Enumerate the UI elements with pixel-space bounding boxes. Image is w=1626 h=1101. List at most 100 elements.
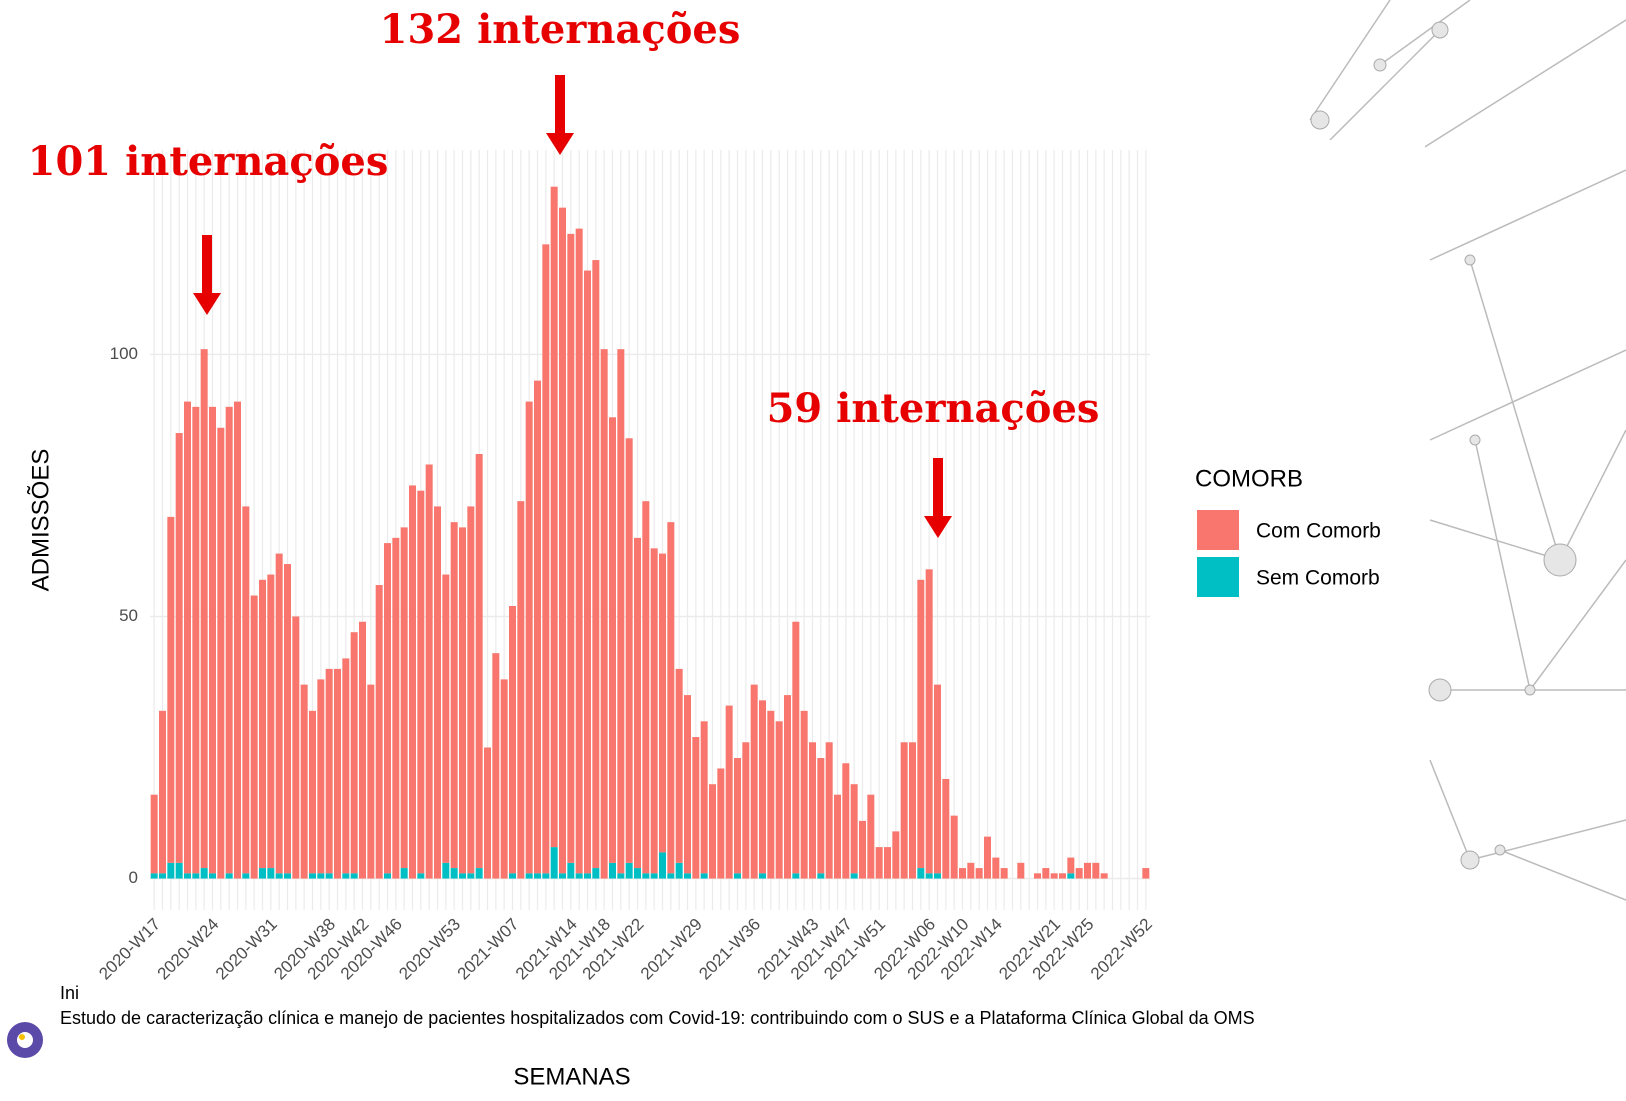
bar — [176, 863, 183, 879]
bar — [467, 506, 474, 873]
bar — [717, 768, 724, 878]
bar — [701, 721, 708, 873]
bar — [259, 868, 266, 878]
bar — [876, 847, 883, 878]
bar — [192, 407, 199, 873]
bar — [576, 873, 583, 878]
bar — [384, 873, 391, 878]
bar — [609, 863, 616, 879]
x-tick-label: 2021-W36 — [695, 915, 764, 984]
bar — [767, 711, 774, 879]
bar — [317, 873, 324, 878]
bar — [817, 758, 824, 873]
bar — [759, 700, 766, 873]
bar — [1017, 863, 1024, 879]
bar — [476, 454, 483, 868]
x-tick-label: 2022-W52 — [1087, 915, 1156, 984]
bar — [559, 873, 566, 878]
bar — [1001, 868, 1008, 878]
bar — [342, 873, 349, 878]
bar — [426, 464, 433, 878]
bar — [1042, 868, 1049, 878]
bar — [434, 506, 441, 878]
bar — [359, 622, 366, 879]
bar — [276, 554, 283, 874]
bar — [642, 873, 649, 878]
bar — [159, 873, 166, 878]
bar — [292, 616, 299, 878]
bar — [351, 873, 358, 878]
bar — [959, 868, 966, 878]
bar — [834, 795, 841, 879]
bar — [442, 575, 449, 863]
bar — [417, 873, 424, 878]
bar — [459, 527, 466, 873]
bar — [451, 522, 458, 868]
bar — [151, 795, 158, 874]
bar — [934, 873, 941, 878]
bar — [534, 873, 541, 878]
x-tick-label: 2020-W53 — [395, 915, 464, 984]
bar — [1059, 873, 1066, 878]
plot — [150, 150, 1150, 910]
bar — [551, 847, 558, 878]
bar — [659, 852, 666, 878]
bar — [459, 873, 466, 878]
bar — [309, 873, 316, 878]
bar — [617, 349, 624, 873]
bar — [501, 679, 508, 878]
bar — [276, 873, 283, 878]
bar — [1051, 873, 1058, 878]
bar — [917, 580, 924, 868]
bar — [226, 873, 233, 878]
bar — [726, 706, 733, 879]
x-tick-label: 2021-W07 — [454, 915, 523, 984]
bar — [409, 485, 416, 878]
bar — [167, 517, 174, 863]
bar — [684, 873, 691, 878]
bar — [201, 349, 208, 868]
bar — [451, 868, 458, 878]
bar — [1101, 873, 1108, 878]
bar — [376, 585, 383, 879]
legend-label: Sem Comorb — [1256, 567, 1380, 590]
bar — [517, 501, 524, 878]
page: 132 internações 101 internações 59 inter… — [0, 0, 1626, 1101]
bar — [542, 873, 549, 878]
bar — [626, 438, 633, 863]
footer-text: Estudo de caracterização clínica e manej… — [60, 1008, 1255, 1028]
bar — [842, 763, 849, 878]
bar — [684, 695, 691, 873]
bar — [1067, 858, 1074, 874]
bar — [551, 187, 558, 847]
bar — [601, 349, 608, 878]
bar — [242, 873, 249, 878]
bar — [701, 873, 708, 878]
bar — [317, 679, 324, 873]
bar — [1092, 863, 1099, 879]
bar — [659, 554, 666, 853]
bar — [209, 873, 216, 878]
bar — [184, 402, 191, 874]
bar — [1084, 863, 1091, 879]
bar — [476, 868, 483, 878]
bar — [792, 873, 799, 878]
bar — [559, 208, 566, 874]
bar — [584, 873, 591, 878]
annotation: 59 internações — [767, 385, 1100, 432]
bar — [626, 863, 633, 879]
bar — [817, 873, 824, 878]
bar — [509, 606, 516, 873]
bar — [784, 695, 791, 878]
bar — [1034, 873, 1041, 878]
y-tick-label: 0 — [129, 868, 138, 887]
bar — [651, 548, 658, 873]
bar — [934, 685, 941, 874]
y-tick-label: 50 — [119, 606, 138, 625]
bar — [667, 522, 674, 873]
bar — [442, 863, 449, 879]
bar — [884, 847, 891, 878]
bar — [284, 564, 291, 873]
y-tick-label: 100 — [110, 344, 138, 363]
bar — [917, 868, 924, 878]
